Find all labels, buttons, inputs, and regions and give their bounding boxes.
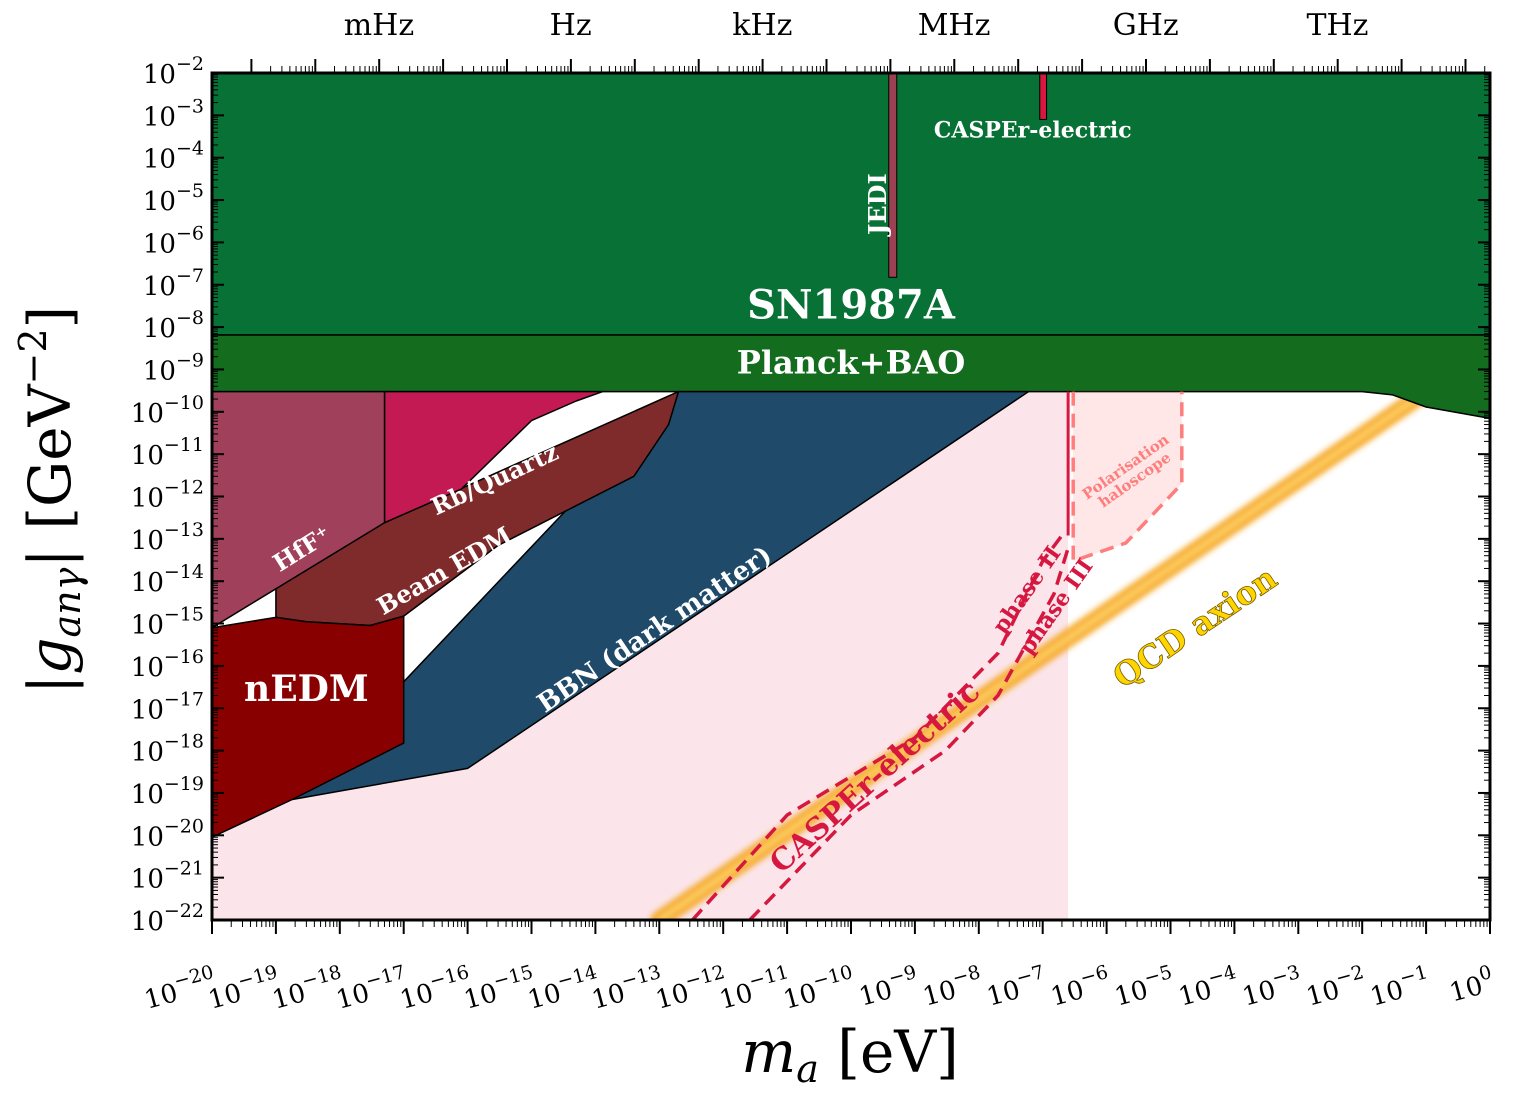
projection-bar-jedi: [888, 73, 898, 278]
y-tick-label: 10−9: [143, 349, 204, 386]
x-axis-title: ma [eV]: [741, 1018, 959, 1091]
freq-label-mhz: MHz: [918, 8, 991, 43]
y-tick-label: 10−11: [131, 434, 204, 471]
x-tick-label: 10−5: [1110, 961, 1179, 1013]
x-tick-label: 100: [1445, 961, 1498, 1008]
x-tick-label: 10−1: [1365, 961, 1434, 1013]
region-hff: [212, 390, 386, 629]
freq-label-thz: THz: [1306, 8, 1368, 43]
x-tick-label: 10−6: [1046, 961, 1115, 1013]
y-tick-label: 10−4: [143, 138, 204, 175]
x-tick-label: 10−7: [982, 961, 1051, 1013]
y-tick-label: 10−10: [131, 392, 204, 429]
freq-label-hz: Hz: [550, 8, 592, 43]
region-planck-bao: [212, 334, 1490, 420]
x-tick-label: 10−2: [1301, 961, 1370, 1013]
x-tick-label: 10−10: [779, 961, 859, 1016]
x-tick-label: 10−9: [854, 961, 923, 1013]
y-tick-label: 10−6: [143, 222, 204, 259]
freq-label-khz: kHz: [732, 8, 792, 43]
y-tick-label: 10−14: [131, 561, 204, 598]
qcd-axion-core: [657, 389, 1428, 920]
freq-label-mhz: mHz: [344, 8, 414, 43]
y-tick-label: 10−2: [143, 53, 204, 90]
y-tick-label: 10−17: [131, 688, 204, 725]
y-tick-label: 10−15: [131, 604, 204, 641]
region-nedm: [212, 615, 405, 838]
y-tick-label: 10−5: [143, 180, 204, 217]
label-sn1987a: SN1987A: [747, 281, 956, 328]
y-tick-label: 10−12: [131, 477, 204, 514]
x-tick-label: 10−3: [1238, 961, 1307, 1013]
x-tick-label: 10−4: [1174, 961, 1243, 1013]
label-planck-bao: Planck+BAO: [737, 344, 965, 382]
label-qcd-axion: QCD axion: [1106, 559, 1284, 696]
y-tick-label: 10−20: [131, 815, 204, 852]
plot-area: [212, 73, 1490, 920]
y-tick-label: 10−18: [131, 731, 204, 768]
y-axis-title: |ganγ| [GeV−2]: [11, 306, 89, 694]
projection-polarisation-haloscope: [1071, 391, 1184, 564]
y-tick-label: 10−16: [131, 646, 204, 683]
y-tick-label: 10−21: [131, 858, 204, 895]
region-bbn-dark-matter: [291, 390, 1030, 801]
y-tick-label: 10−13: [131, 519, 204, 556]
x-tick-label: 10−20: [140, 961, 220, 1016]
freq-label-ghz: GHz: [1113, 8, 1179, 43]
y-tick-label: 10−19: [131, 773, 204, 810]
y-tick-label: 10−8: [143, 307, 204, 344]
label-casper-electric-upper: CASPEr-electric: [934, 117, 1132, 143]
projection-phase-iii: [748, 547, 1070, 920]
x-tick-label: 10−8: [918, 961, 987, 1013]
y-tick-label: 10−3: [143, 95, 204, 132]
y-tick-label: 10−7: [143, 265, 204, 302]
projection-phase-ii: [691, 534, 1064, 920]
projection-bar-casper-electric-upper: [1039, 73, 1048, 120]
label-nedm: nEDM: [244, 668, 369, 710]
label-jedi: JEDI: [863, 173, 892, 237]
y-tick-label: 10−22: [131, 900, 204, 937]
